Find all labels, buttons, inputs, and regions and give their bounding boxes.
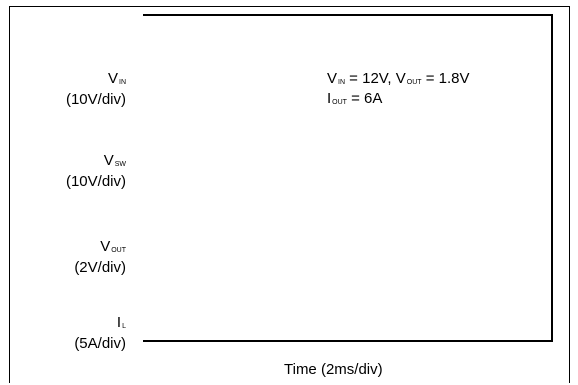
channel-scale: (10V/div) <box>65 173 126 190</box>
vout-value: = 1.8V <box>421 70 470 87</box>
channel-scale: (10V/div) <box>65 91 126 108</box>
channel-label-vsw: VSW (10V/div) <box>66 152 126 190</box>
vout-subscript: OUT <box>406 79 422 86</box>
vin-value: = 12V, <box>345 70 396 87</box>
channel-label-il: IL (5A/div) <box>74 314 126 352</box>
iout-subscript: OUT <box>332 99 347 106</box>
time-axis-label: Time (2ms/div) <box>284 361 383 378</box>
test-conditions-line1: VIN = 12V, VOUT = 1.8V <box>327 70 470 91</box>
iout-symbol: I <box>327 90 332 107</box>
vout-symbol: V <box>395 70 406 87</box>
test-conditions-line2: IOUT = 6A <box>327 90 382 111</box>
iout-value: = 6A <box>346 90 383 107</box>
scope-plot-area <box>143 14 553 342</box>
channel-label-vin: VIN (10V/div) <box>66 70 126 108</box>
channel-symbol: VOUT <box>100 238 126 255</box>
channel-label-vout: VOUT (2V/div) <box>74 238 126 276</box>
figure-frame <box>9 6 570 383</box>
channel-symbol: IL <box>116 314 126 331</box>
channel-symbol: VSW <box>103 152 126 169</box>
channel-scale: (2V/div) <box>74 259 126 276</box>
vin-symbol: V <box>327 70 338 87</box>
vin-subscript: IN <box>338 79 346 86</box>
channel-symbol: VIN <box>107 70 126 87</box>
channel-scale: (5A/div) <box>74 335 126 352</box>
